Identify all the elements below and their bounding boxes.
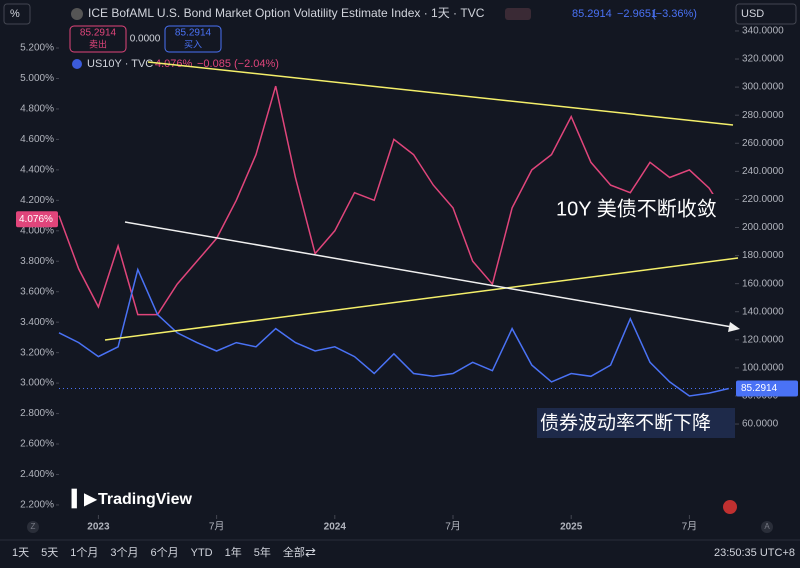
y2-tick-label: 160.0000 [742, 278, 784, 289]
time-axis [0, 515, 800, 540]
sell-price: 85.2914 [80, 28, 117, 39]
y-tick-label: 3.800% [20, 256, 54, 267]
range-button[interactable]: 6个月 [151, 546, 179, 559]
header-title: ICE BofAML U.S. Bond Market Option Volat… [88, 6, 485, 20]
range-button[interactable]: YTD [191, 547, 213, 559]
y-tick-label: 4.400% [20, 165, 54, 176]
scale-label: Z [31, 522, 36, 531]
annotation-bg [552, 194, 730, 224]
trend-line [124, 221, 733, 328]
y2-tick-label: 140.0000 [742, 306, 784, 317]
y-tick-label: 2.200% [20, 500, 54, 511]
scale-button[interactable] [761, 521, 773, 533]
y2-tick-label: 120.0000 [742, 334, 784, 345]
price-badge-label: 85.2914 [741, 383, 778, 394]
annotation-bg [537, 408, 735, 438]
range-button[interactable]: 5年 [254, 545, 271, 559]
unit-text: % [10, 8, 20, 20]
x-tick-label: 2023 [87, 522, 110, 533]
y-tick-label: 2.400% [20, 469, 54, 480]
range-button[interactable]: 1年 [225, 545, 242, 559]
clock: 23:50:35 UTC+8 [714, 547, 795, 559]
flag [72, 59, 82, 69]
y2-tick-label: 340.0000 [742, 26, 784, 37]
price-badge [736, 380, 798, 397]
y2-tick-label: 60.0000 [742, 419, 779, 430]
us10y-name: US10Y · TVC [87, 58, 153, 70]
header-change-pct: (−3.36%) [652, 8, 697, 20]
sell-button[interactable] [69, 25, 127, 53]
sell-label: 卖出 [89, 38, 107, 49]
y2-tick-label: 260.0000 [742, 138, 784, 149]
header-price: 85.2914 [572, 8, 612, 20]
y-tick-label: 4.600% [20, 134, 54, 145]
y2-tick-label: 300.0000 [742, 82, 784, 93]
y2-tick-label: 320.0000 [742, 54, 784, 65]
us10y-change: −0.085 [197, 58, 231, 70]
buy-label: 买入 [184, 39, 202, 49]
buy-price: 85.2914 [175, 28, 212, 39]
us10y-price: 4.076% [155, 58, 193, 70]
y-tick-label: 2.800% [20, 408, 54, 419]
y2-tick-label: 240.0000 [742, 166, 784, 177]
x-tick-label: 7月 [682, 521, 698, 533]
x-tick-label: 2024 [324, 522, 347, 533]
range-button[interactable]: 3个月 [110, 546, 138, 559]
y-tick-label: 4.200% [20, 195, 54, 206]
currency-text: USD [741, 8, 764, 20]
y-tick-label: 3.600% [20, 286, 54, 297]
annotation: 10Y 美债不断收敛 [556, 197, 717, 220]
y2-tick-label: 220.0000 [742, 194, 784, 205]
price-badge [16, 211, 58, 228]
spread: 0.0000 [130, 34, 161, 45]
range-button[interactable]: 1天 [12, 547, 29, 559]
range-button[interactable]: 5天 [41, 547, 58, 559]
y-tick-label: 4.000% [20, 225, 54, 236]
range-button[interactable]: 全部 [283, 545, 305, 559]
y-tick-label: 5.200% [20, 43, 54, 54]
arrow-head [728, 322, 740, 332]
price-badge-label: 4.076% [19, 214, 53, 225]
unit-button[interactable] [3, 3, 31, 25]
branding: TradingView [98, 491, 193, 508]
logo-mark: ▍▶ [71, 488, 97, 509]
trend-line [104, 257, 739, 341]
y2-tick-label: 200.0000 [742, 222, 784, 233]
y-tick-label: 3.400% [20, 317, 54, 328]
scale-label: A [764, 522, 770, 531]
trend-line [147, 61, 734, 126]
y2-tick-label: 100.0000 [742, 363, 784, 374]
annotation: 债券波动率不断下降 [540, 412, 711, 434]
y2-tick-label: 280.0000 [742, 110, 784, 121]
scale-button[interactable] [27, 521, 39, 533]
currency-button[interactable] [735, 3, 797, 25]
header-change: −2.9651 [617, 8, 657, 20]
buy-button[interactable] [164, 25, 222, 53]
icon [723, 500, 737, 514]
date-range-icon[interactable]: ⇄ [305, 544, 316, 559]
y-tick-label: 3.000% [20, 378, 54, 389]
range-button[interactable]: 1个月 [70, 546, 98, 559]
y-tick-label: 5.000% [20, 73, 54, 84]
x-tick-label: 7月 [445, 521, 461, 533]
icon [505, 8, 531, 20]
x-tick-label: 2025 [560, 522, 583, 533]
y-tick-label: 4.800% [20, 104, 54, 115]
series-line [58, 85, 730, 316]
y-tick-label: 2.600% [20, 439, 54, 450]
icon [71, 8, 83, 20]
x-tick-label: 7月 [209, 521, 225, 533]
us10y-change-pct: (−2.04%) [234, 58, 279, 70]
series-line [58, 267, 729, 397]
y2-tick-label: 180.0000 [742, 250, 784, 261]
y-tick-label: 3.200% [20, 347, 54, 358]
